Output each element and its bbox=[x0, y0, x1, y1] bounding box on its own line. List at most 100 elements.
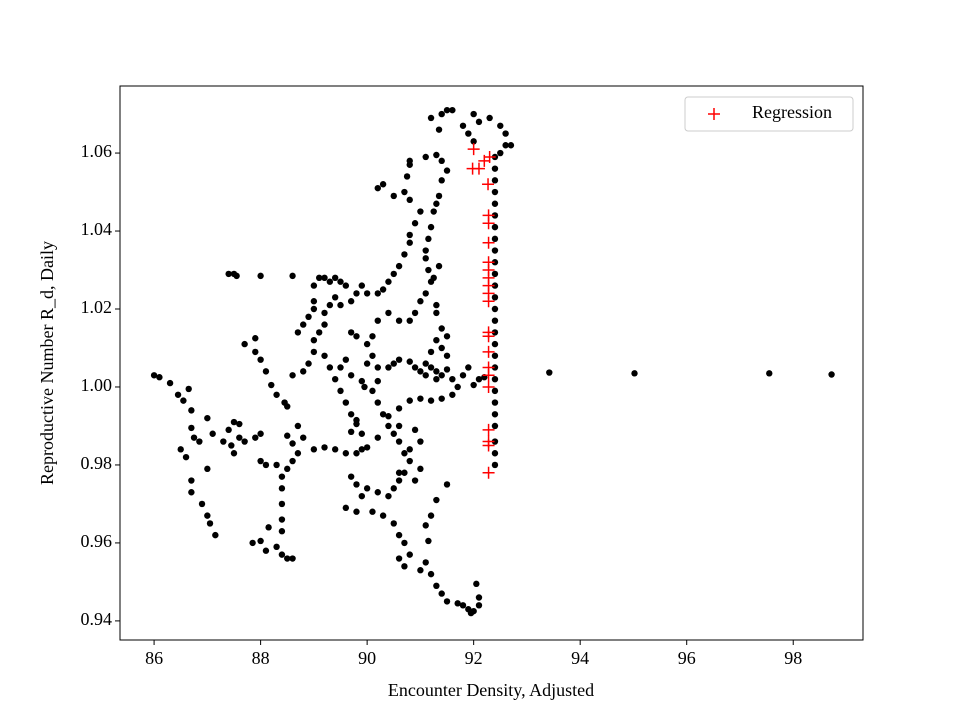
point bbox=[278, 473, 286, 480]
point bbox=[236, 420, 243, 428]
plus-marker bbox=[483, 150, 496, 163]
point bbox=[206, 520, 214, 527]
point bbox=[470, 138, 477, 145]
point bbox=[228, 442, 235, 449]
point bbox=[449, 391, 456, 398]
point bbox=[443, 352, 451, 359]
point bbox=[401, 469, 408, 476]
point bbox=[337, 364, 344, 371]
point bbox=[497, 122, 504, 129]
point bbox=[406, 157, 413, 165]
point bbox=[385, 309, 392, 317]
point bbox=[321, 321, 328, 328]
point bbox=[326, 301, 334, 309]
point bbox=[470, 110, 477, 118]
point bbox=[150, 372, 158, 379]
point bbox=[204, 465, 211, 473]
point bbox=[491, 282, 499, 289]
point bbox=[361, 383, 368, 391]
point bbox=[491, 364, 499, 371]
point bbox=[188, 477, 195, 484]
point bbox=[411, 477, 419, 484]
point bbox=[401, 539, 408, 547]
point bbox=[315, 329, 323, 336]
point bbox=[438, 395, 445, 402]
point bbox=[459, 122, 467, 129]
plus-marker bbox=[472, 162, 485, 175]
plus-marker bbox=[482, 345, 495, 358]
point bbox=[422, 153, 429, 161]
y-axis-label: Reproductive Number R_d, Daily bbox=[37, 241, 57, 485]
point bbox=[473, 580, 480, 588]
legend-marker bbox=[708, 108, 720, 120]
point bbox=[491, 177, 499, 184]
point bbox=[438, 590, 445, 597]
point bbox=[363, 290, 371, 297]
point bbox=[390, 360, 397, 367]
point bbox=[289, 555, 296, 562]
point bbox=[273, 461, 280, 469]
point bbox=[449, 375, 456, 383]
x-tick-label: 86 bbox=[145, 648, 163, 668]
point bbox=[390, 270, 397, 278]
plus-marker bbox=[482, 295, 495, 308]
point bbox=[289, 272, 296, 280]
point bbox=[326, 278, 334, 285]
point bbox=[390, 485, 397, 492]
point bbox=[337, 278, 344, 285]
point bbox=[278, 528, 286, 535]
point bbox=[390, 430, 397, 437]
point bbox=[310, 336, 318, 344]
point bbox=[438, 344, 445, 352]
point bbox=[166, 379, 174, 387]
point bbox=[212, 531, 219, 539]
point bbox=[294, 422, 302, 430]
y-tick-label: 1.02 bbox=[81, 297, 113, 317]
point bbox=[427, 223, 435, 231]
point bbox=[443, 333, 451, 340]
point bbox=[257, 272, 264, 280]
plus-marker bbox=[482, 217, 495, 230]
point bbox=[491, 259, 499, 266]
point bbox=[374, 489, 381, 496]
point bbox=[230, 450, 238, 457]
point bbox=[395, 422, 403, 430]
point bbox=[374, 290, 381, 297]
x-tick-label: 94 bbox=[571, 648, 589, 668]
point bbox=[427, 114, 435, 122]
point bbox=[342, 282, 350, 289]
point bbox=[427, 348, 435, 356]
point bbox=[502, 142, 509, 149]
point bbox=[395, 555, 403, 562]
point bbox=[342, 504, 350, 512]
point bbox=[425, 266, 432, 274]
point bbox=[257, 537, 264, 545]
point bbox=[491, 399, 499, 406]
point bbox=[331, 446, 339, 453]
point bbox=[401, 563, 408, 570]
point bbox=[459, 372, 467, 379]
point bbox=[204, 414, 211, 422]
plus-marker bbox=[467, 143, 480, 156]
point bbox=[347, 298, 355, 305]
point bbox=[310, 298, 318, 305]
point bbox=[406, 397, 413, 404]
point bbox=[422, 255, 429, 262]
point bbox=[385, 364, 392, 371]
point bbox=[438, 325, 445, 332]
point bbox=[294, 450, 302, 457]
point bbox=[395, 477, 403, 484]
point bbox=[491, 329, 499, 336]
point bbox=[491, 375, 499, 383]
plus-marker bbox=[482, 466, 495, 479]
plus-marker bbox=[482, 178, 495, 191]
point bbox=[369, 333, 376, 340]
point bbox=[353, 450, 360, 457]
point bbox=[331, 375, 339, 383]
plus-marker bbox=[482, 369, 495, 382]
point bbox=[177, 446, 184, 453]
point bbox=[454, 383, 461, 391]
point bbox=[310, 282, 318, 289]
point bbox=[220, 438, 227, 445]
point bbox=[284, 403, 291, 410]
